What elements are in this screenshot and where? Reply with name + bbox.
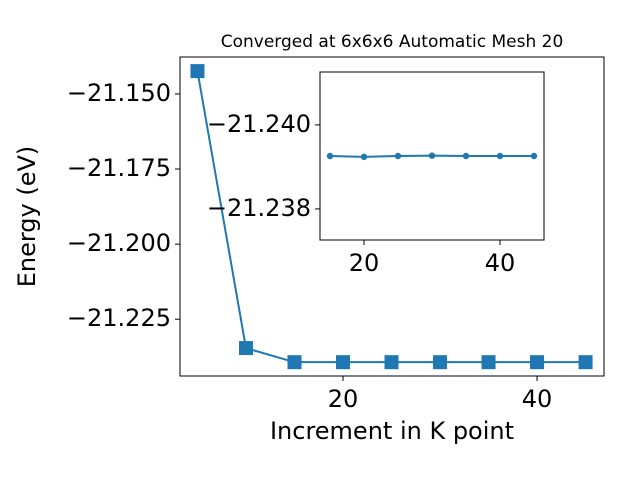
x-tick-label: 40	[522, 385, 553, 413]
marker	[481, 355, 496, 370]
marker	[530, 152, 538, 160]
y-tick-label: −21.150	[67, 79, 171, 107]
y-tick-label: −21.240	[207, 110, 311, 138]
marker	[326, 152, 334, 160]
y-tick-label: −21.238	[207, 194, 311, 222]
marker	[530, 355, 545, 370]
marker	[394, 152, 402, 160]
x-tick-label: 20	[349, 249, 380, 277]
marker	[238, 341, 253, 356]
y-tick-label: −21.225	[67, 304, 171, 332]
marker	[496, 152, 504, 160]
marker	[428, 152, 436, 159]
marker	[360, 153, 368, 161]
x-tick-label: 40	[485, 249, 516, 277]
marker	[433, 355, 448, 370]
y-axis-label: Energy (eV)	[13, 146, 41, 288]
y-tick-label: −21.175	[67, 154, 171, 182]
marker	[462, 152, 470, 160]
marker	[336, 355, 351, 370]
x-tick-label: 20	[328, 385, 359, 413]
y-tick-label: −21.200	[67, 229, 171, 257]
x-axis-label: Increment in K point	[270, 417, 514, 445]
marker	[287, 355, 302, 370]
marker	[190, 64, 205, 79]
marker	[578, 355, 593, 370]
chart-title: Converged at 6x6x6 Automatic Mesh 20	[221, 32, 564, 52]
marker	[384, 355, 399, 370]
